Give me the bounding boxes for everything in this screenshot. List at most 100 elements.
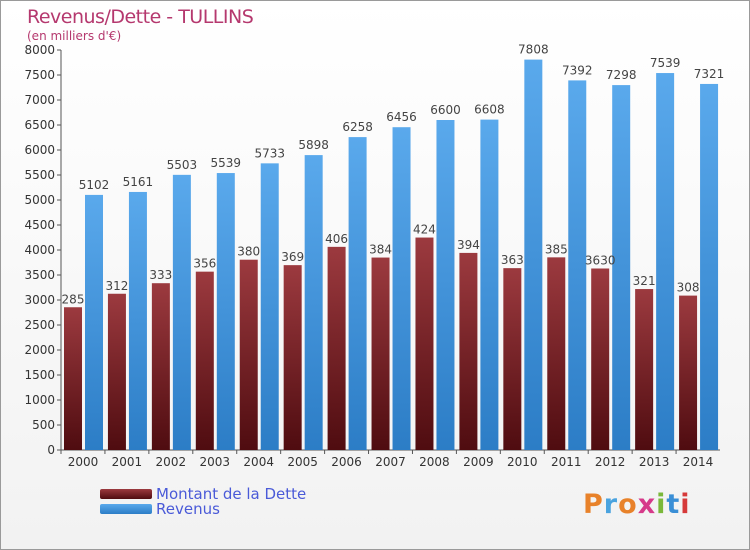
y-tick-label: 1000 <box>24 393 55 407</box>
data-label-debt: 321 <box>633 274 656 288</box>
data-label-revenue: 5539 <box>211 156 242 170</box>
bar-revenue <box>172 174 191 450</box>
data-label-debt: 308 <box>677 281 700 295</box>
bar-debt <box>371 257 390 450</box>
bar-debt <box>591 268 610 450</box>
y-tick-label: 5500 <box>24 168 55 182</box>
bar-revenue <box>392 127 411 450</box>
bar-debt <box>195 271 214 450</box>
data-label-debt: 285 <box>62 292 85 306</box>
y-tick-label: 1500 <box>24 368 55 382</box>
data-label-debt: 369 <box>281 250 304 264</box>
logo-letter: i <box>680 489 691 520</box>
data-label-revenue: 5102 <box>79 178 110 192</box>
y-tick-label: 3000 <box>24 293 55 307</box>
data-label-revenue: 5733 <box>254 146 285 160</box>
data-label-revenue: 6608 <box>474 103 505 117</box>
y-tick-label: 4000 <box>24 243 55 257</box>
bar-revenue <box>128 191 147 450</box>
x-tick-label: 2014 <box>683 455 714 469</box>
x-tick-label: 2012 <box>595 455 626 469</box>
bar-revenue <box>524 59 543 450</box>
bar-revenue <box>656 73 675 451</box>
bar-debt <box>151 283 170 450</box>
y-tick-label: 3500 <box>24 268 55 282</box>
x-tick-label: 2004 <box>243 455 274 469</box>
bar-debt <box>503 268 522 450</box>
x-tick-label: 2007 <box>375 455 406 469</box>
data-label-revenue: 7808 <box>518 43 549 57</box>
data-label-debt: 406 <box>325 232 348 246</box>
bar-debt <box>64 307 82 450</box>
bar-revenue <box>260 163 279 450</box>
x-tick-label: 2013 <box>639 455 670 469</box>
legend-swatch-debt <box>100 489 152 499</box>
x-tick-label: 2000 <box>68 455 99 469</box>
y-tick-label: 2500 <box>24 318 55 332</box>
logo-letter: x <box>637 489 657 520</box>
bar-debt <box>107 293 126 450</box>
data-label-revenue: 7539 <box>650 56 681 70</box>
data-label-revenue: 7321 <box>694 67 725 81</box>
y-tick-label: 0 <box>47 443 55 457</box>
bar-debt <box>239 259 258 450</box>
bar-debt <box>415 237 434 450</box>
x-tick-label: 2008 <box>419 455 450 469</box>
bar-revenue <box>216 173 235 451</box>
data-label-revenue: 7392 <box>562 63 593 77</box>
data-label-revenue: 5898 <box>298 138 329 152</box>
data-label-debt: 380 <box>237 245 260 259</box>
y-tick-label: 2000 <box>24 343 55 357</box>
data-label-debt: 384 <box>369 243 392 257</box>
x-tick-label: 2010 <box>507 455 538 469</box>
data-label-debt: 424 <box>413 223 436 237</box>
proxiti-logo: Proxiti <box>583 489 691 520</box>
bar-debt <box>635 289 654 450</box>
logo-letter: i <box>656 489 667 520</box>
data-label-debt: 312 <box>105 279 128 293</box>
data-label-debt: 394 <box>457 238 480 252</box>
logo-letter: t <box>666 489 681 520</box>
x-tick-label: 2005 <box>287 455 318 469</box>
data-label-debt: 385 <box>545 242 568 256</box>
x-tick-label: 2001 <box>112 455 143 469</box>
legend-label-revenue: Revenus <box>156 500 220 518</box>
y-tick-label: 500 <box>32 418 55 432</box>
y-tick-label: 6500 <box>24 118 55 132</box>
y-tick-label: 7000 <box>24 93 55 107</box>
x-tick-label: 2002 <box>156 455 187 469</box>
bar-debt <box>283 265 302 450</box>
logo-letter: P <box>583 489 604 520</box>
logo-letter: r <box>603 489 619 520</box>
y-tick-label: 8000 <box>24 43 55 57</box>
data-label-revenue: 6456 <box>386 110 417 124</box>
bar-debt <box>679 295 698 450</box>
data-label-revenue: 7298 <box>606 68 637 82</box>
bar-revenue <box>480 119 499 450</box>
x-tick-label: 2009 <box>463 455 494 469</box>
data-label-debt: 363 <box>501 253 524 267</box>
bar-debt <box>327 246 346 450</box>
data-label-debt: 3630 <box>585 254 616 268</box>
y-tick-label: 4500 <box>24 218 55 232</box>
bar-revenue <box>568 80 587 451</box>
logo-letter: o <box>618 489 638 520</box>
x-tick-label: 2006 <box>331 455 362 469</box>
bar-debt <box>459 252 478 450</box>
chart-subtitle: (en milliers d'€) <box>27 29 122 43</box>
bar-revenue <box>348 137 367 450</box>
data-label-revenue: 6258 <box>342 120 373 134</box>
bar-debt <box>547 257 566 450</box>
data-label-revenue: 5161 <box>123 175 154 189</box>
chart-title: Revenus/Dette - TULLINS <box>27 6 254 28</box>
x-tick-label: 2011 <box>551 455 582 469</box>
bar-revenue <box>612 85 631 450</box>
data-label-debt: 333 <box>149 268 172 282</box>
legend-item-revenue: Revenus <box>100 500 220 518</box>
y-tick-label: 5000 <box>24 193 55 207</box>
data-label-revenue: 5503 <box>167 158 198 172</box>
legend-item-debt: Montant de la Dette <box>100 485 306 503</box>
y-tick-label: 6000 <box>24 143 55 157</box>
y-tick-label: 7500 <box>24 68 55 82</box>
